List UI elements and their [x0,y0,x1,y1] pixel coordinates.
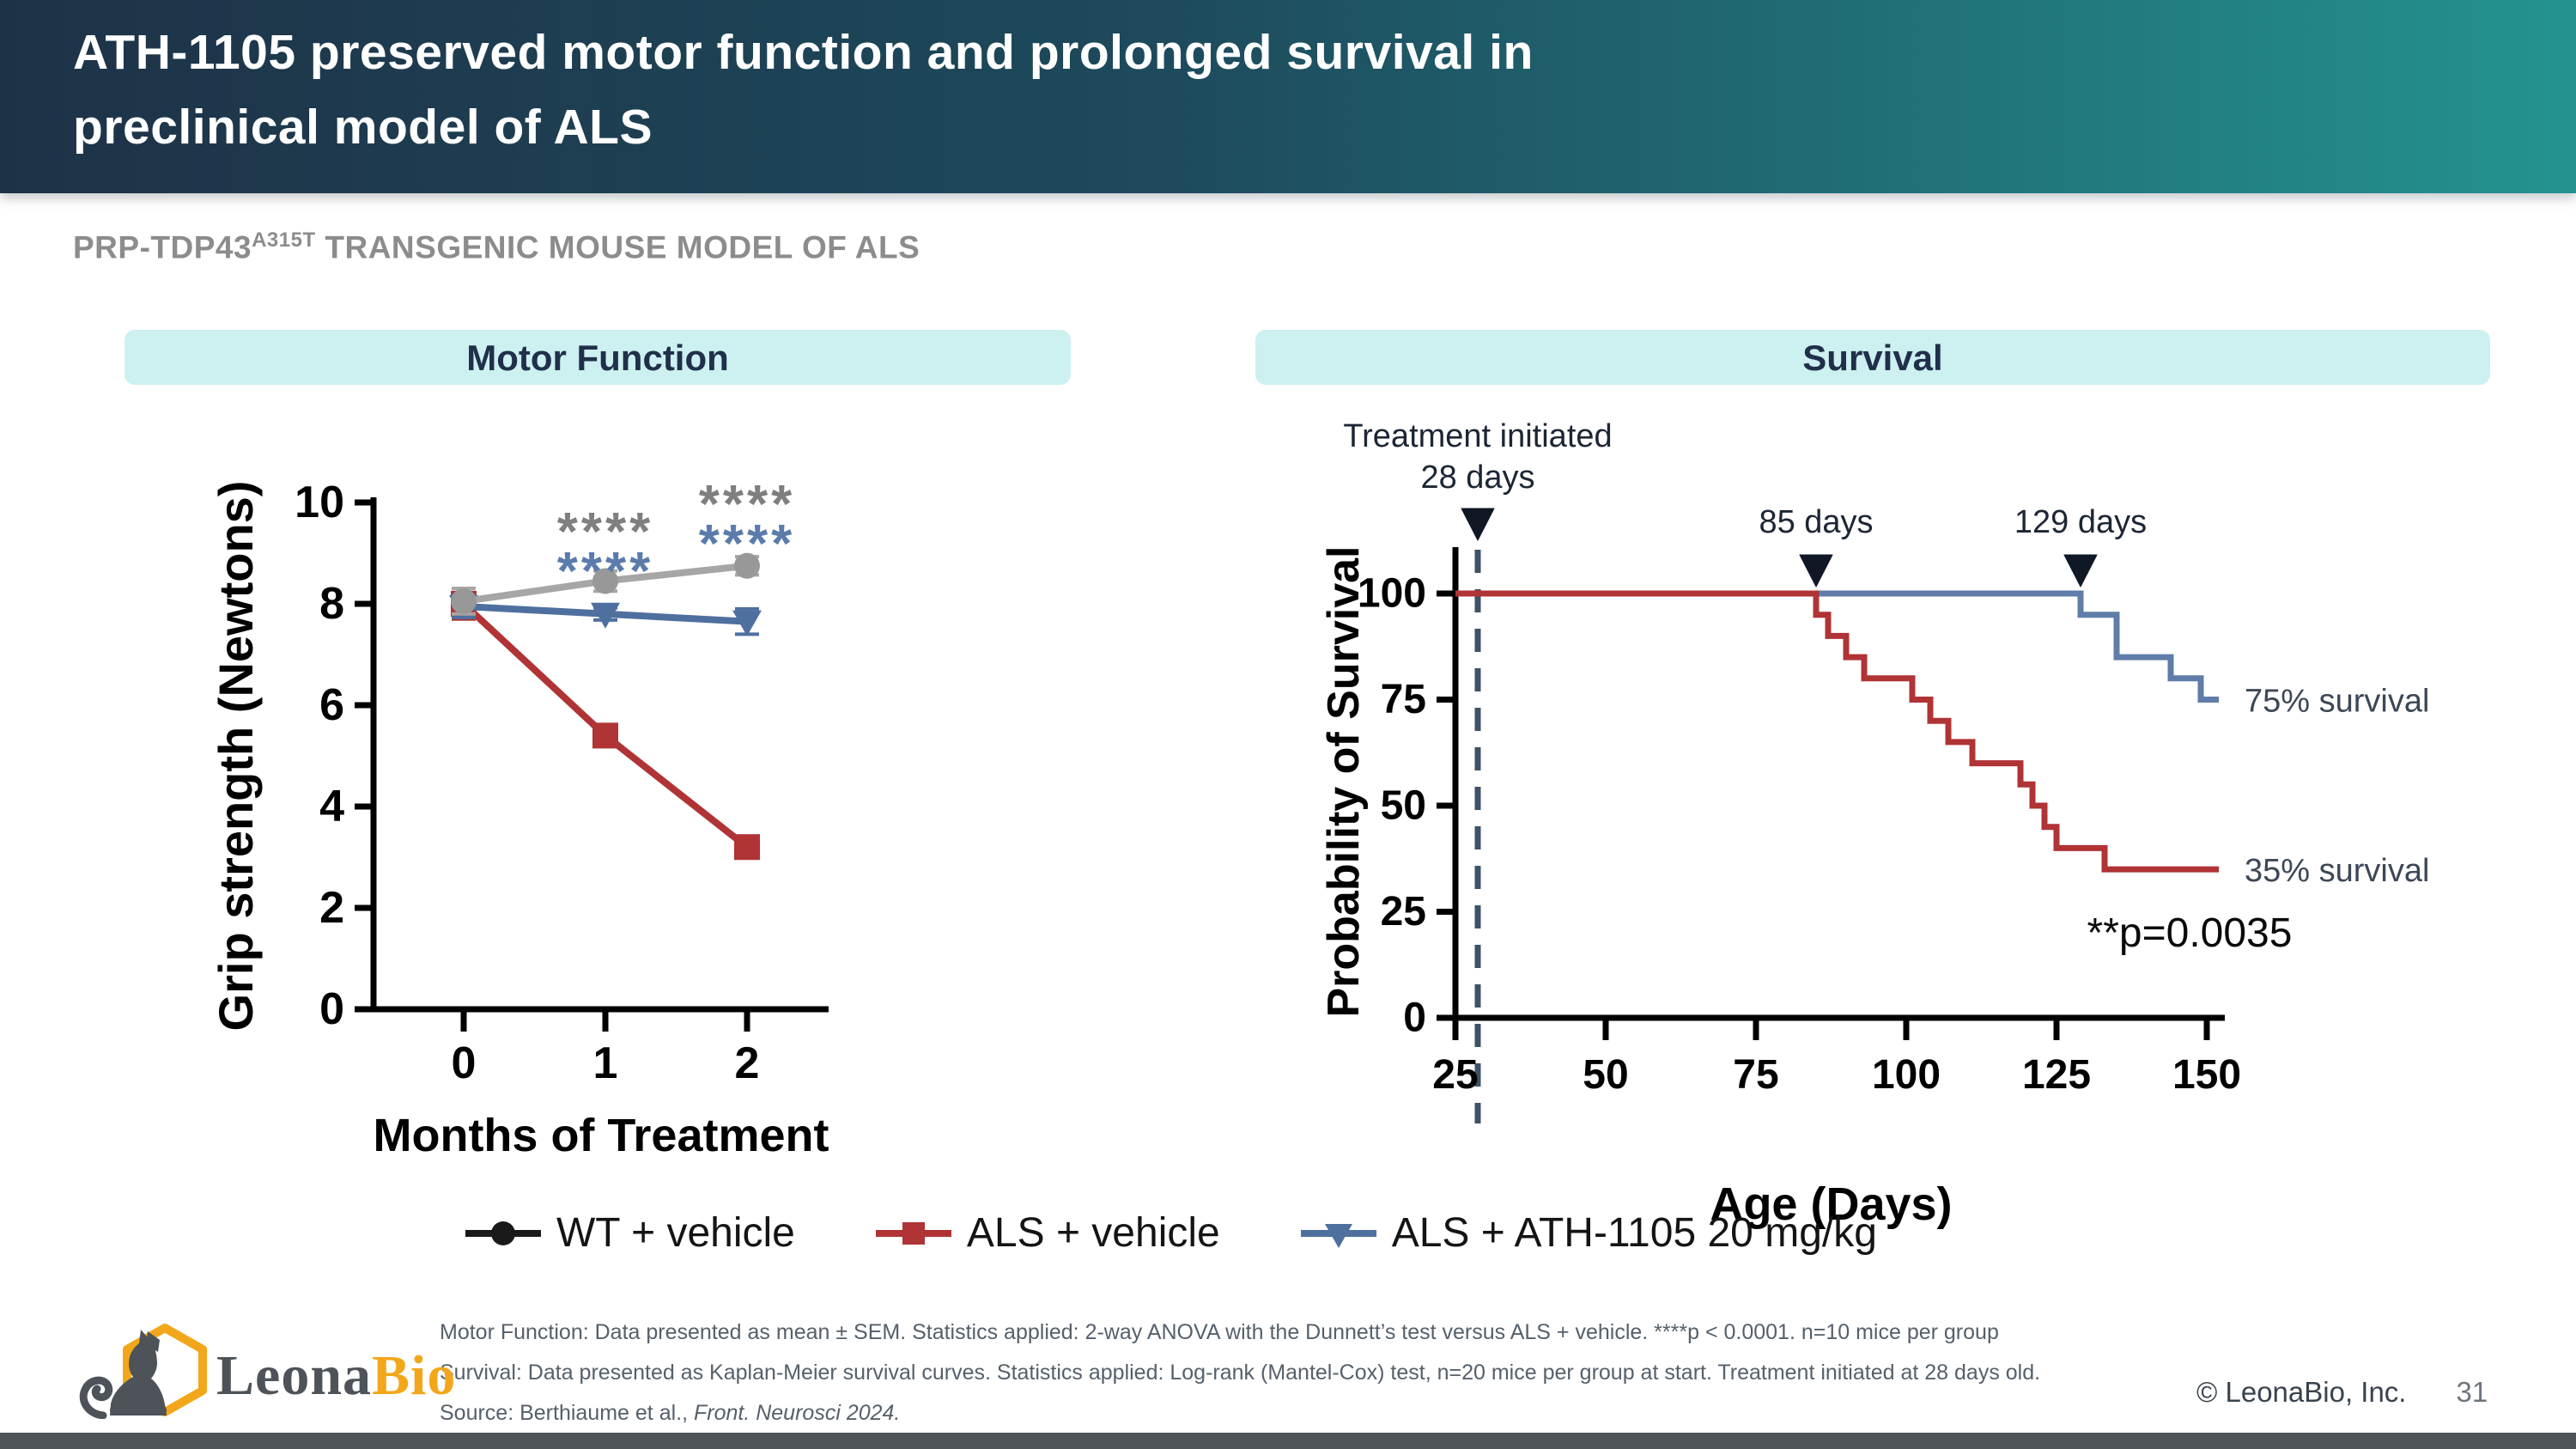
footnote-motor: Motor Function: Data presented as mean ±… [440,1320,1999,1344]
event-day-label: 85 days [1759,504,1873,540]
footnote-source-citation: Front. Neurosci 2024. [693,1401,901,1425]
significance-stars: **** [699,475,796,534]
survival-y-axis-title: Probability of Survival [1319,545,1369,1017]
leonabio-logo-mark [79,1324,207,1419]
motor-y-tick-label: 2 [319,883,344,933]
legend-label: ALS + vehicle [966,1210,1220,1256]
leonabio-wordmark: LeonaBio [216,1333,456,1419]
title-line-1: ATH-1105 preserved motor function and pr… [73,25,1534,80]
footnotes: Motor Function: Data presented as mean ±… [440,1312,2040,1434]
event-arrow-icon [1799,554,1833,588]
title-line-2: preclinical model of ALS [73,100,653,155]
survival-x-tick-label: 25 [1432,1052,1478,1098]
cat-icon [79,1330,167,1419]
treatment-annotation-line1: Treatment initiated [1343,418,1612,454]
significance-stars: **** [557,542,654,601]
survival-end-label: 75% survival [2245,684,2429,720]
survival-panel-title: Survival [1802,338,1943,378]
survival-y-tick-label: 0 [1403,995,1426,1041]
slide-header: ATH-1105 preserved motor function and pr… [0,0,2576,193]
slide-subtitle: PRP-TDP43A315T TRANSGENIC MOUSE MODEL OF… [73,228,920,265]
motor-panel-header: Motor Function [125,330,1071,385]
subtitle-superscript: A315T [252,228,316,252]
bottom-bar [0,1433,2576,1449]
subtitle-prefix: PRP-TDP43 [73,229,252,265]
square-legend-marker-icon [875,1221,951,1245]
event-day-label: 129 days [2014,504,2147,540]
page-number: 31 [2456,1376,2488,1408]
footnote-survival: Survival: Data presented as Kaplan-Meier… [440,1361,2041,1385]
survival-x-tick-label: 125 [2022,1052,2091,1098]
motor-x-tick-label: 1 [593,1038,618,1088]
motor-x-axis-title: Months of Treatment [373,1110,829,1161]
logo-text-leona: Leona [216,1344,373,1407]
survival-curve-0 [1455,590,2219,703]
chart-legend: WT + vehicle ALS + vehicle ALS + ATH-1105 … [464,1209,1877,1257]
survival-panel-header: Survival [1255,330,2490,385]
legend-item-2: ALS + ATH-1105 20 mg/kg [1299,1209,1877,1257]
legend-label: ALS + ATH-1105 20 mg/kg [1391,1210,1877,1256]
event-arrow-icon [2063,554,2098,588]
footnote-source: Source: Berthiaume et al., Front. Neuros… [440,1393,2040,1434]
logo-text-bio: Bio [372,1344,457,1407]
survival-x-tick-label: 50 [1583,1052,1628,1098]
survival-y-tick-label: 100 [1358,571,1426,617]
survival-curve-1 [1455,590,2219,873]
copyright-text: © LeonaBio, Inc. [2196,1376,2407,1408]
event-arrow-icon [1461,508,1495,541]
survival-x-axis-title: Age (Days) [1710,1178,1952,1230]
motor-x-tick-label: 0 [452,1038,477,1088]
survival-x-tick-label: 100 [1872,1052,1941,1098]
motor-y-tick-label: 4 [319,782,344,831]
motor-y-tick-label: 8 [319,579,344,629]
survival-y-tick-label: 75 [1381,677,1426,722]
motor-y-axis-title: Grip strength (Newtons) [215,481,263,1032]
survival-x-tick-label: 75 [1733,1052,1778,1098]
motor-x-tick-label: 2 [735,1038,760,1088]
footer-copyright: © LeonaBio, Inc. 31 [2196,1376,2488,1409]
legend-item-0: WT + vehicle [464,1209,795,1257]
treatment-annotation-line2: 28 days [1420,460,1534,496]
survival-y-tick-label: 50 [1381,783,1426,829]
legend-label: WT + vehicle [556,1210,795,1256]
slide-title: ATH-1105 preserved motor function and pr… [73,15,1534,165]
survival-end-label: 35% survival [2245,853,2429,889]
footnote-source-prefix: Source: Berthiaume et al., [440,1401,694,1425]
motor-panel-title: Motor Function [466,338,729,378]
circle-legend-marker-icon [465,1221,541,1245]
survival-x-tick-label: 150 [2172,1052,2241,1098]
motor-series-1 [451,587,760,861]
motor-y-tick-label: 6 [319,680,344,730]
significance-stars: **** [557,502,654,562]
motor-function-chart: 0 2 4 6 8 10 0 1 2 Months of Treatment Grip streng… [215,475,829,1161]
survival-y-tick-label: 25 [1381,889,1426,935]
p-value-label: **p=0.0035 [2087,910,2293,956]
motor-y-tick-label: 0 [319,984,344,1034]
motor-y-tick-label: 10 [295,478,344,527]
leonabio-logo: LeonaBio [69,1323,456,1419]
motor-series-0 [451,552,760,616]
legend-item-1: ALS + vehicle [874,1209,1220,1257]
significance-stars: **** [699,514,796,574]
subtitle-suffix: TRANSGENIC MOUSE MODEL OF ALS [315,229,920,265]
triangle-down-legend-marker-icon [1300,1223,1376,1248]
